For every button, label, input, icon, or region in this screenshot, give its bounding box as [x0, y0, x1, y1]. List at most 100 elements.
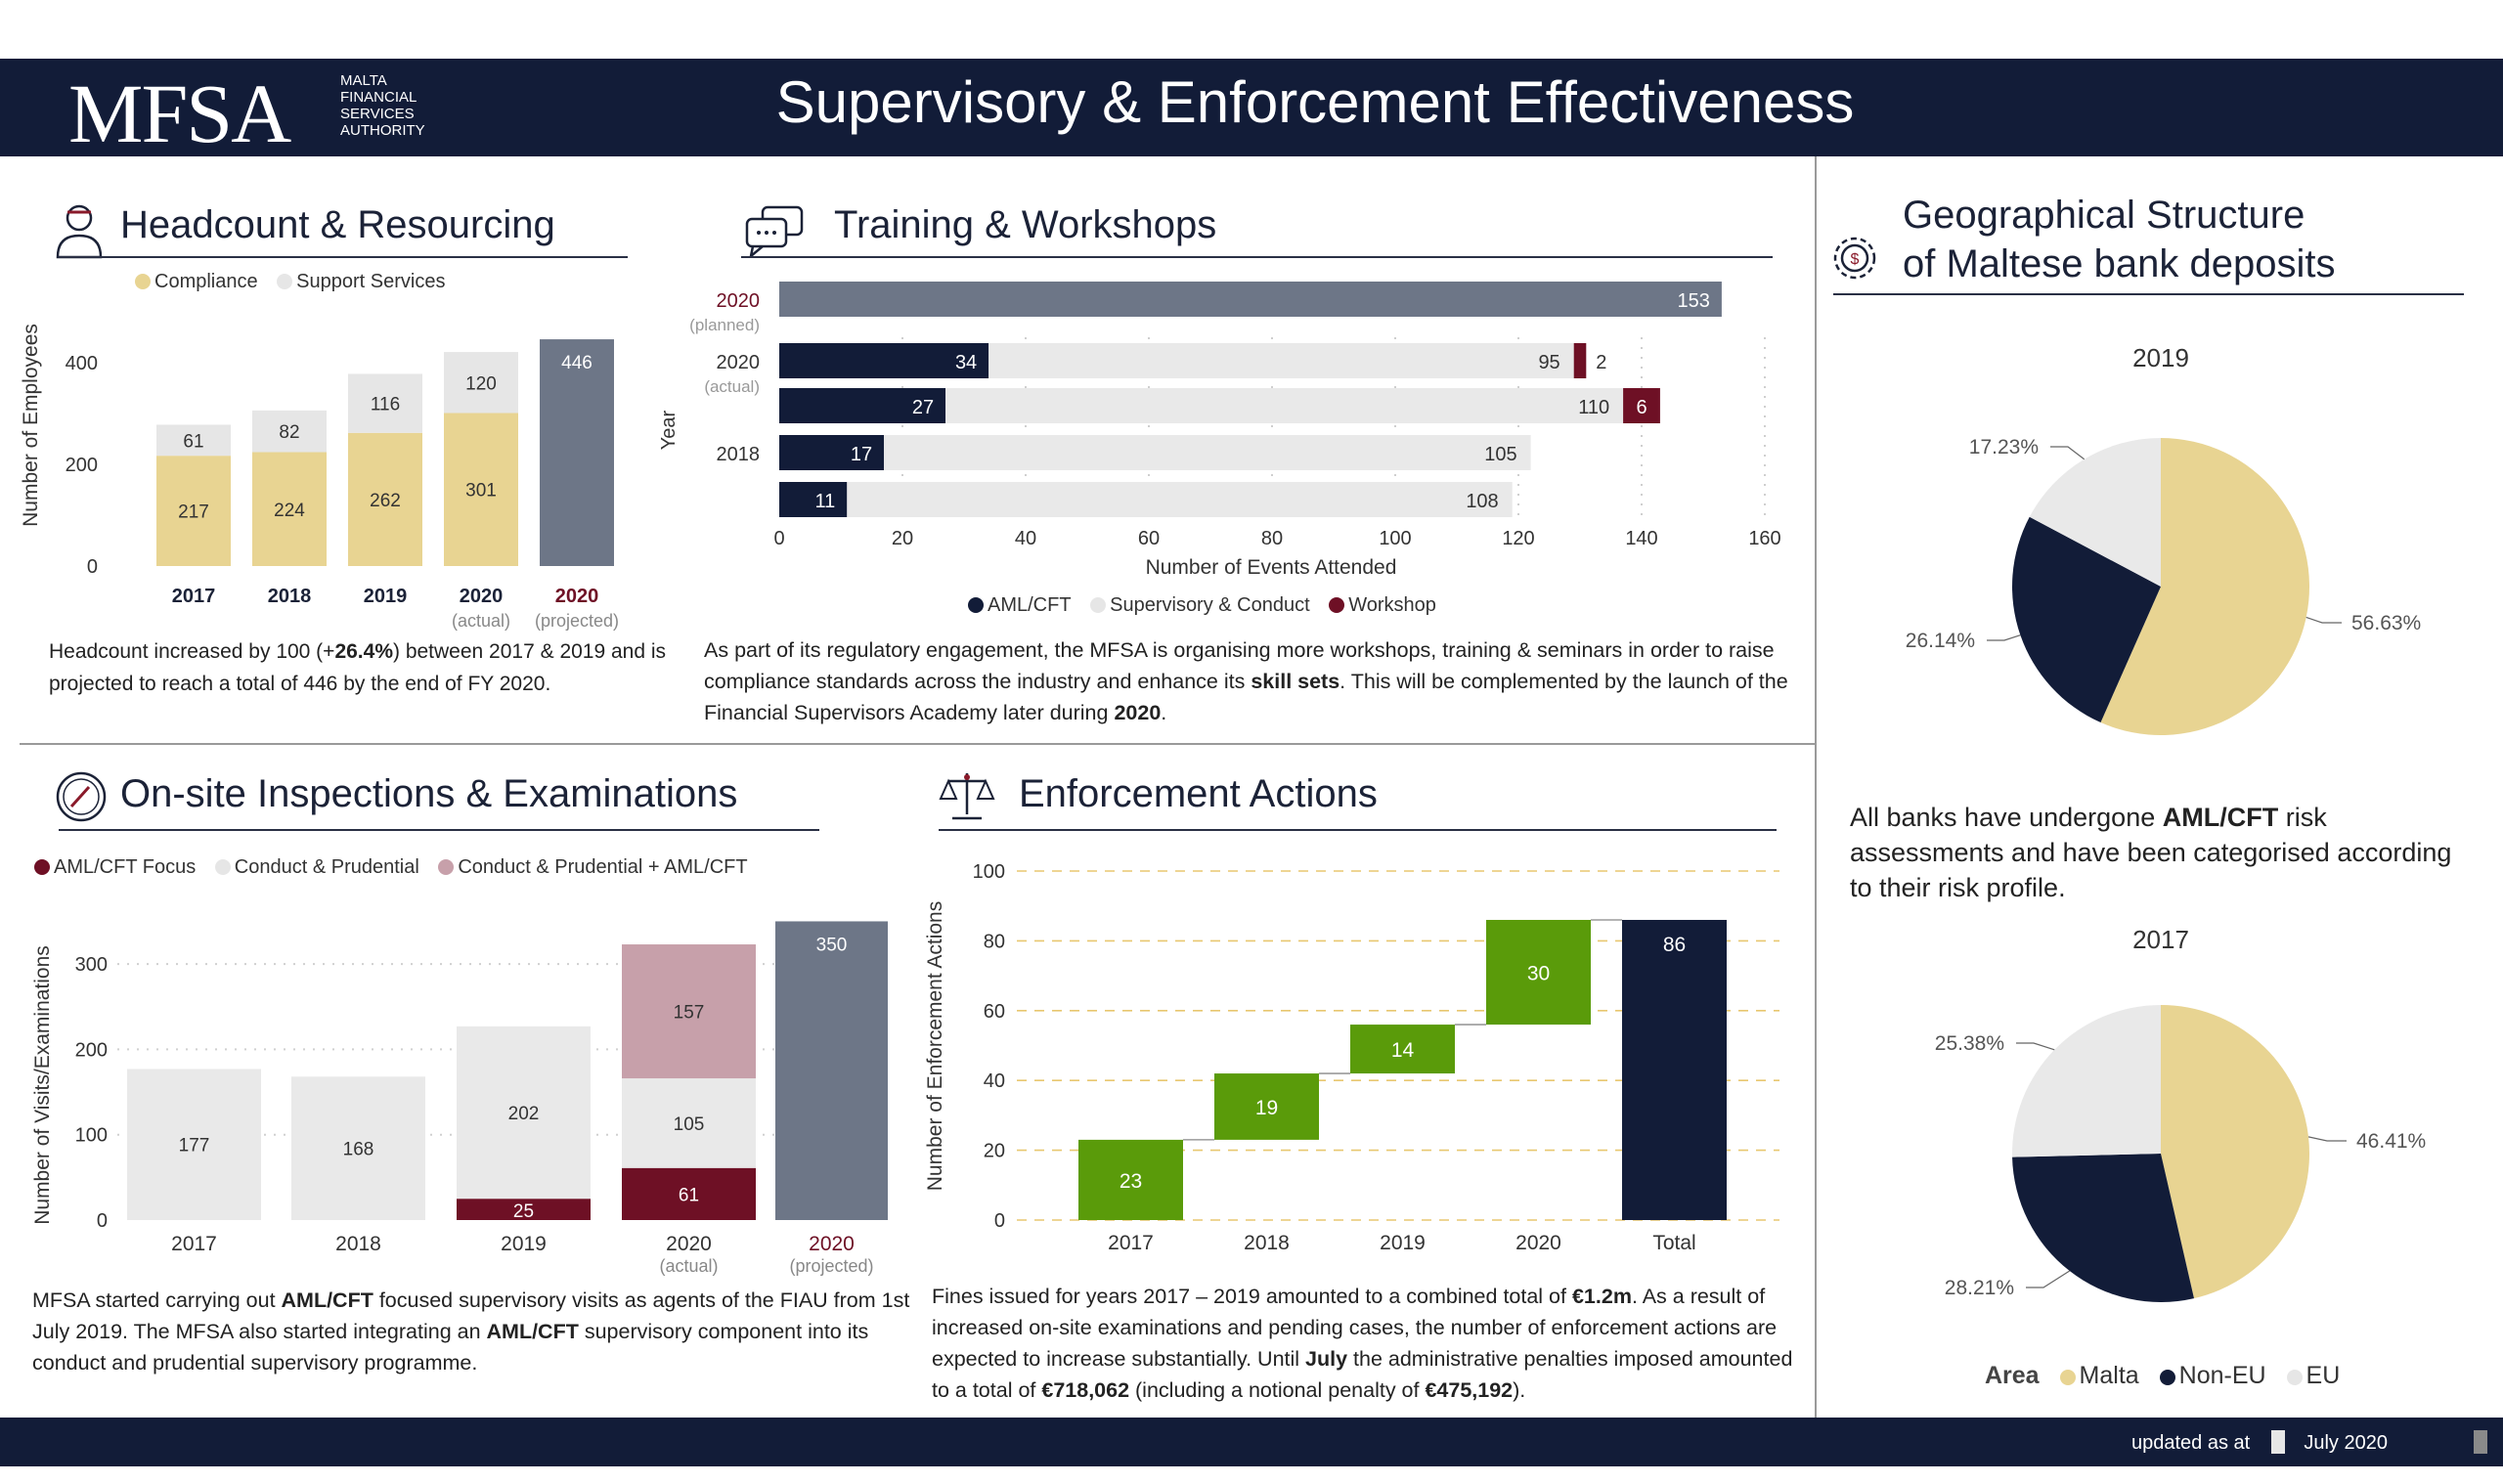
y-axis-label: Number of Enforcement Actions: [924, 901, 946, 1191]
x-tick-label: 2020: [460, 586, 504, 607]
pie-leader-line: [2026, 1270, 2071, 1288]
x-tick-label: 2020: [666, 1233, 712, 1255]
bar-increment: [1486, 919, 1591, 1026]
bar-compliance: [444, 413, 518, 566]
pie-chart-2019: 2019 56.63% 26.14% 17.23%: [1906, 343, 2421, 735]
y-tick-label: 40: [984, 1070, 1005, 1092]
mfsa-logo-subtitle: MALTA FINANCIAL SERVICES AUTHORITY: [340, 72, 425, 139]
pie-label-malta: 56.63%: [2351, 612, 2421, 634]
bar-compliance: [348, 432, 422, 566]
data-label-supervisory-conduct: 110: [1578, 397, 1609, 418]
enforcement-section-title: Enforcement Actions: [1019, 772, 1378, 815]
data-label-compliance: 224: [274, 501, 305, 521]
headcount-chart: Number of Employees 0 200 400 217 61 2017 224 82…: [20, 324, 619, 631]
vertical-divider: [1815, 156, 1817, 1418]
bar-projected: [775, 921, 888, 1220]
training-chart: Year 0 20 40 60 80 100 120 140 160 Number of Event…: [658, 282, 1781, 579]
y-tick-label: 0: [87, 556, 98, 578]
legend-item-supervisory-conduct: Supervisory & Conduct: [1090, 594, 1310, 616]
headcount-legend: Compliance Support Services: [135, 271, 459, 293]
headcount-section-title: Headcount & Resourcing: [120, 203, 555, 246]
enforcement-chart: Number of Enforcement Actions 0 20 40 60 80 10…: [924, 861, 1779, 1254]
pie-leader-line: [1987, 634, 2021, 641]
data-label-workshop: 2: [1596, 352, 1606, 373]
bar-increment: [1078, 1139, 1183, 1220]
x-tick-label: 120: [1502, 528, 1534, 549]
data-label: 86: [1663, 934, 1686, 956]
bar-aml-cft: [779, 482, 848, 517]
bar-projected: [540, 339, 614, 566]
bar-planned: [779, 282, 1722, 317]
x-tick-label: 40: [1015, 528, 1036, 549]
right-panel-divider: [1833, 293, 2464, 295]
x-tick-label: 160: [1748, 528, 1780, 549]
horizontal-divider: [20, 743, 1815, 745]
data-label-conduct-prudential-aml: 157: [674, 1003, 705, 1024]
bar-support-services: [156, 424, 231, 457]
data-label-planned: 153: [1678, 290, 1710, 312]
enforcement-title-underline: [939, 829, 1777, 831]
data-label-aml-cft-focus: 25: [513, 1201, 534, 1222]
footer-marker-icon: [2474, 1430, 2487, 1454]
bar-increment: [1214, 1073, 1319, 1140]
bar-aml-cft: [779, 343, 989, 378]
pie-label-non-eu: 28.21%: [1945, 1277, 2014, 1299]
x-tick-label: 2020: [1515, 1232, 1561, 1254]
inspections-legend: AML/CFT Focus Conduct & Prudential Condu…: [34, 856, 762, 879]
y-tick-label: 300: [75, 954, 108, 976]
legend-item-eu: EU: [2286, 1362, 2340, 1389]
data-label-compliance: 262: [370, 491, 401, 511]
x-tick-label: 100: [1379, 528, 1411, 549]
x-tick-label: 2017: [172, 586, 216, 607]
y-tick-label: 200: [75, 1039, 108, 1061]
pie-slice-non-eu: [2012, 1154, 2194, 1302]
pie-slice-eu: [2012, 1005, 2161, 1157]
headcount-title-underline: [59, 256, 628, 258]
svg-text:$: $: [1851, 251, 1860, 268]
bar-conduct-prudential: [622, 1078, 756, 1168]
y-axis-label: Number of Employees: [20, 324, 42, 527]
legend-item-conduct-prudential-aml: Conduct & Prudential + AML/CFT: [438, 856, 748, 878]
y-axis-label: Number of Visits/Examinations: [31, 945, 54, 1225]
bar-support-services: [444, 352, 518, 414]
x-axis-label: Number of Events Attended: [1146, 556, 1397, 579]
x-tick-sublabel: (projected): [789, 1256, 873, 1276]
chat-bubbles-icon: [743, 203, 806, 260]
bar-aml-cft-focus: [457, 1199, 591, 1220]
pie-leader-line: [2307, 1136, 2347, 1142]
inspections-section-title: On-site Inspections & Examinations: [120, 772, 738, 815]
data-label-support-services: 120: [465, 373, 497, 394]
y-tick-label: 2020: [717, 352, 761, 373]
x-tick-label: 2018: [1244, 1232, 1290, 1254]
pie-leader-line: [2016, 1042, 2055, 1051]
x-tick-sublabel: (actual): [659, 1256, 718, 1276]
y-tick-label: 60: [984, 1001, 1005, 1023]
data-label-support-services: 61: [183, 431, 203, 452]
bar-aml-cft: [779, 435, 885, 470]
data-label: 19: [1255, 1097, 1278, 1119]
pie-slice-malta: [2161, 1005, 2309, 1299]
data-label-aml-cft: 34: [955, 352, 977, 373]
legend-item-non-eu: Non-EU: [2159, 1362, 2266, 1389]
data-label-aml-cft: 27: [912, 397, 934, 418]
footer-bar: [0, 1418, 2503, 1466]
calendar-icon: [2270, 1430, 2285, 1454]
mfsa-logo: MFSA: [68, 66, 291, 160]
y-tick-label: 0: [994, 1210, 1005, 1232]
bar-support-services: [348, 373, 422, 433]
bar-total: [1622, 919, 1727, 1220]
bar-conduct-prudential-aml: [622, 944, 756, 1079]
pie-leader-line: [2050, 446, 2086, 460]
y-tick-label: 2018: [717, 444, 761, 465]
pie-label-eu: 17.23%: [1969, 436, 2039, 458]
data-label-projected: 446: [561, 353, 593, 373]
pie-slice-eu: [2029, 438, 2161, 587]
bar-compliance: [156, 456, 231, 566]
header-bar: [0, 59, 2503, 156]
data-label-supervisory-conduct: 105: [1484, 444, 1516, 465]
x-tick-label: 140: [1625, 528, 1657, 549]
person-icon: [54, 200, 105, 259]
y-tick-sublabel: (actual): [704, 377, 760, 396]
bar-conduct-prudential: [127, 1069, 261, 1220]
legend-item-support-services: Support Services: [277, 271, 445, 292]
